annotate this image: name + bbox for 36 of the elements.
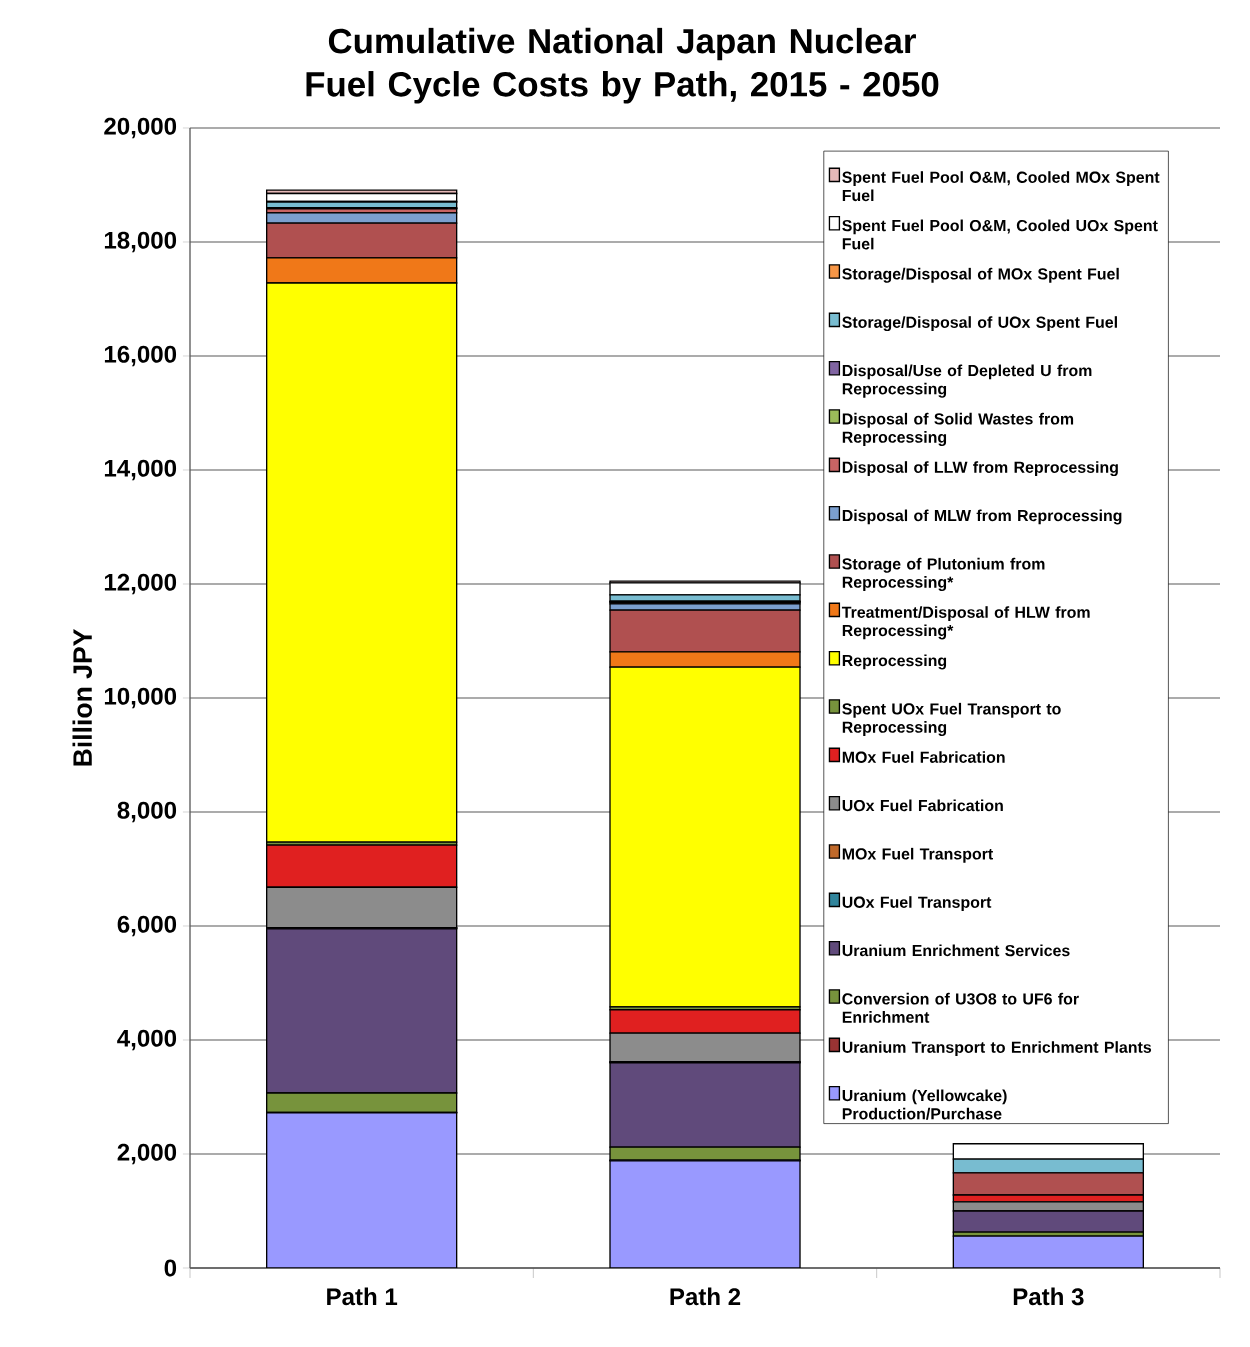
legend-label: Disposal of MLW from Reprocessing [842,509,1122,525]
legend-label: Disposal of Solid Wastes from Reprocessing [842,412,1074,447]
legend-label: Storage/Disposal of UOx Spent Fuel [842,316,1117,332]
legend-label: UOx Fuel Fabrication [842,799,1003,812]
y-tick-label: 10,000 [104,687,177,709]
y-tick-label: 6,000 [117,915,177,937]
chart-title: Cumulative National Japan Nuclear Fuel Cycle Costs by Path, 2015 - 2050 [306,27,939,104]
y-tick-label: 0 [164,1259,177,1277]
legend-label: Spent UOx Fuel Transport to Reprocessing [842,702,1061,737]
y-tick-label: 18,000 [104,231,177,253]
legend-label: Treatment/Disposal of HLW from Reprocessing* [841,606,1090,640]
legend-label: UOx Fuel Transport [842,896,992,912]
legend-label: Reprocessing [842,654,947,670]
y-tick-label: 4,000 [117,1029,177,1051]
legend-label: MOx Fuel Fabrication [842,751,1005,763]
legend-label: Conversion of U3O8 to UF6 for Enrichment [842,992,1079,1023]
legend-label: Uranium (Yellowcake) Production/Purchase [842,1089,1007,1120]
y-tick-label: 20,000 [104,117,177,139]
legend-label: Uranium Transport to Enrichment Plants [842,1041,1152,1057]
legend-label: Spent Fuel Pool O&M, Cooled UOx Spent Fuel [842,219,1158,250]
legend-label: Disposal of LLW from Reprocessing [842,461,1118,477]
legend-label: Storage/Disposal of MOx Spent Fuel [842,267,1119,283]
y-tick-label: 16,000 [104,345,177,367]
x-tick-label: Path 2 [670,1287,741,1306]
x-tick-label: Path 1 [327,1287,398,1306]
legend-label: MOx Fuel Transport [842,847,993,863]
y-tick-label: 2,000 [117,1143,177,1165]
legend-label: Spent Fuel Pool O&M, Cooled MOx Spent Fuel [842,171,1160,202]
y-tick-label: 12,000 [104,573,177,595]
y-tick-label: 14,000 [104,459,177,481]
legend-label: Uranium Enrichment Services [842,944,1070,957]
legend-label: Storage of Plutonium from Reprocessing* [842,557,1045,592]
y-tick-label: 8,000 [117,801,177,823]
legend-label: Disposal/Use of Depleted U from Reprocessing [842,364,1092,398]
x-tick-label: Path 3 [1013,1287,1084,1306]
y-axis-title: Billion JPY [72,629,93,766]
